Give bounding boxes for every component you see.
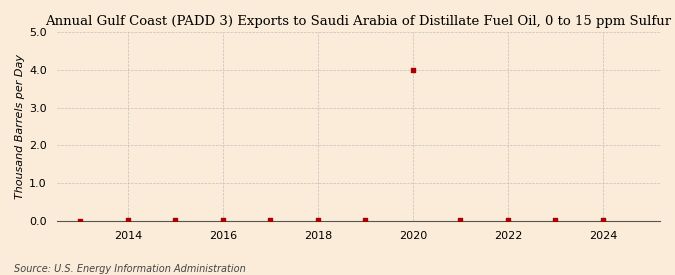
Point	[217, 218, 228, 222]
Point	[313, 218, 323, 222]
Y-axis label: Thousand Barrels per Day: Thousand Barrels per Day	[15, 54, 25, 199]
Point	[408, 68, 418, 72]
Point	[455, 218, 466, 222]
Point	[170, 218, 181, 222]
Point	[597, 218, 608, 222]
Point	[122, 218, 133, 222]
Point	[265, 218, 276, 222]
Title: Annual Gulf Coast (PADD 3) Exports to Saudi Arabia of Distillate Fuel Oil, 0 to : Annual Gulf Coast (PADD 3) Exports to Sa…	[45, 15, 672, 28]
Point	[503, 218, 514, 222]
Point	[75, 219, 86, 223]
Text: Source: U.S. Energy Information Administration: Source: U.S. Energy Information Administ…	[14, 264, 245, 274]
Point	[550, 218, 561, 222]
Point	[360, 218, 371, 222]
